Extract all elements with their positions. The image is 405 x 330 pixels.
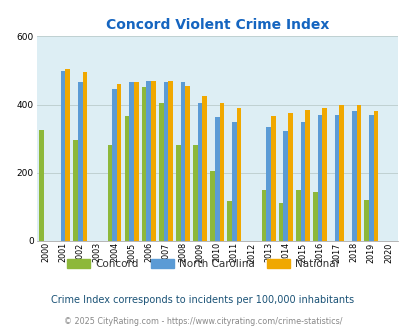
Bar [39, 130, 44, 241]
Bar [351, 111, 356, 241]
Bar [317, 115, 322, 241]
Bar [117, 84, 121, 241]
Bar [61, 71, 65, 241]
Bar [151, 81, 155, 241]
Bar [141, 87, 146, 241]
Bar [146, 81, 151, 241]
Bar [373, 111, 377, 241]
Bar [73, 140, 78, 241]
Bar [124, 116, 129, 241]
Bar [163, 82, 168, 241]
Bar [295, 190, 300, 241]
Bar [78, 82, 82, 241]
Legend: Concord, North Carolina, National: Concord, North Carolina, National [64, 256, 341, 273]
Bar [261, 190, 266, 241]
Bar [283, 131, 287, 241]
Bar [305, 110, 309, 241]
Bar [300, 122, 305, 241]
Title: Concord Violent Crime Index: Concord Violent Crime Index [105, 18, 328, 32]
Bar [364, 200, 368, 241]
Bar [270, 116, 275, 241]
Bar [227, 201, 231, 241]
Bar [356, 105, 360, 241]
Bar [322, 108, 326, 241]
Bar [339, 105, 343, 241]
Text: © 2025 CityRating.com - https://www.cityrating.com/crime-statistics/: © 2025 CityRating.com - https://www.city… [64, 317, 341, 326]
Bar [219, 103, 224, 241]
Bar [210, 171, 214, 241]
Bar [334, 115, 339, 241]
Bar [278, 203, 283, 241]
Bar [202, 96, 207, 241]
Bar [180, 82, 185, 241]
Bar [168, 81, 173, 241]
Bar [107, 146, 112, 241]
Bar [112, 89, 117, 241]
Bar [82, 72, 87, 241]
Bar [312, 192, 317, 241]
Bar [158, 103, 163, 241]
Bar [193, 146, 197, 241]
Bar [368, 115, 373, 241]
Bar [197, 103, 202, 241]
Bar [266, 127, 270, 241]
Bar [236, 108, 241, 241]
Bar [129, 82, 134, 241]
Bar [65, 69, 70, 241]
Bar [185, 86, 190, 241]
Bar [231, 121, 236, 241]
Text: Crime Index corresponds to incidents per 100,000 inhabitants: Crime Index corresponds to incidents per… [51, 295, 354, 305]
Bar [214, 117, 219, 241]
Bar [287, 113, 292, 241]
Bar [176, 146, 180, 241]
Bar [134, 82, 138, 241]
